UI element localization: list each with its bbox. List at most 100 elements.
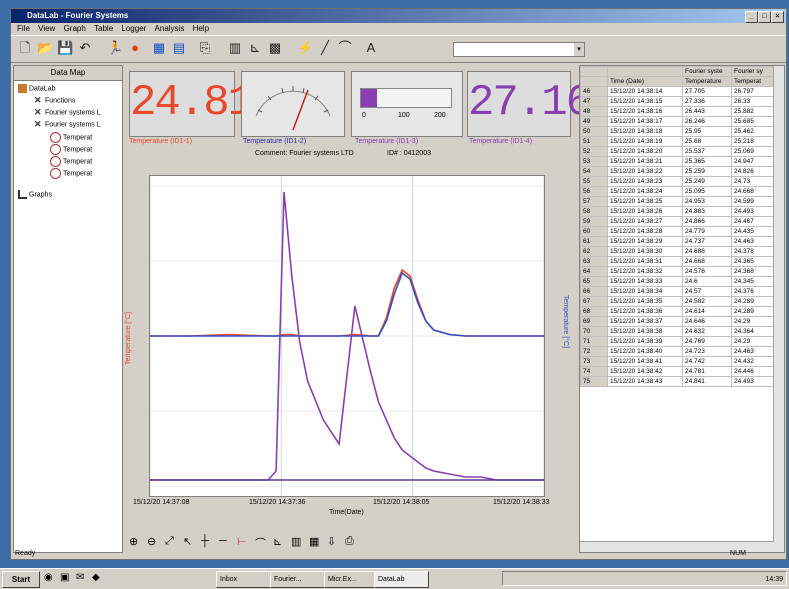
table-cell[interactable]: 15/12/20 14:38:43	[607, 376, 683, 387]
row-number[interactable]: 58	[580, 206, 608, 217]
table-cell[interactable]: 25.259	[682, 166, 732, 177]
table-header[interactable]: Fourier syste	[682, 66, 732, 77]
row-number[interactable]: 63	[580, 256, 608, 267]
row-number[interactable]: 50	[580, 126, 608, 137]
table-row[interactable]: 67 15/12/20 14:38:35 24.582 24.289	[580, 296, 781, 307]
print-icon[interactable]: ⎙	[345, 535, 354, 547]
zoom-fit-icon[interactable]: ⤢	[165, 535, 174, 547]
undo-icon[interactable]: ↶	[79, 40, 91, 55]
row-number[interactable]: 66	[580, 286, 608, 297]
table-header[interactable]: Time (Date)	[607, 76, 683, 87]
analog-gauge[interactable]	[241, 71, 345, 137]
row-number[interactable]: 68	[580, 306, 608, 317]
text-icon[interactable]: A	[366, 40, 376, 55]
table-row[interactable]: 64 15/12/20 14:38:32 24.576 24.368	[580, 266, 781, 277]
graph-plot-area[interactable]	[149, 175, 545, 497]
task-button[interactable]: Fourier...	[270, 571, 325, 588]
table-row[interactable]: 55 15/12/20 14:38:23 25.249 24.73	[580, 176, 781, 187]
menu-view[interactable]: View	[38, 24, 56, 33]
table-row[interactable]: 74 15/12/20 14:38:42 24.781 24.446	[580, 366, 781, 377]
table-row[interactable]: 63 15/12/20 14:38:31 24.668 24.365	[580, 256, 781, 267]
quicklaunch-icon[interactable]: ✉	[76, 572, 85, 583]
table-cell[interactable]: 15/12/20 14:38:30	[607, 246, 683, 257]
table-cell[interactable]: 15/12/20 14:38:21	[607, 156, 683, 167]
export-icon[interactable]: ⇩	[327, 536, 337, 548]
table-cell[interactable]: 24.57	[682, 286, 732, 297]
digital-display-2[interactable]: 27.16	[467, 71, 592, 137]
row-number[interactable]: 75	[580, 376, 608, 387]
logger-icon[interactable]: ▦	[152, 40, 166, 55]
tree-item-logger-1[interactable]: ✕ Fourier systems L	[34, 107, 101, 117]
table-cell[interactable]: 15/12/20 14:38:40	[607, 346, 683, 357]
save-icon[interactable]: 💾	[57, 40, 74, 55]
table-row[interactable]: 50 15/12/20 14:38:18 25.95 25.462	[580, 126, 781, 137]
table-cell[interactable]: 15/12/20 14:38:41	[607, 356, 683, 367]
table-cell[interactable]: 25.365	[682, 156, 732, 167]
table-row[interactable]: 66 15/12/20 14:38:34 24.57 24.376	[580, 286, 781, 297]
table-cell[interactable]: 27.705	[682, 86, 732, 97]
table-row[interactable]: 61 15/12/20 14:38:29 24.737 24.463	[580, 236, 781, 247]
table-row[interactable]: 52 15/12/20 14:38:20 25.537 25.069	[580, 146, 781, 157]
table-cell[interactable]: 24.668	[682, 256, 732, 267]
bars-icon[interactable]: ▥	[291, 536, 302, 548]
clock[interactable]: 14:39	[765, 576, 783, 583]
axis-icon[interactable]: ⊾	[273, 536, 283, 548]
table-row[interactable]: 62 15/12/20 14:38:30 24.688 24.378	[580, 246, 781, 257]
grid-icon[interactable]: ▦	[309, 536, 320, 548]
table-row[interactable]: 59 15/12/20 14:38:27 24.866 24.467	[580, 216, 781, 227]
table-cell[interactable]: 24.688	[682, 246, 732, 257]
record-icon[interactable]: ●	[131, 40, 139, 55]
table-row[interactable]: 49 15/12/20 14:38:17 26.246 25.685	[580, 116, 781, 127]
table-row[interactable]: 65 15/12/20 14:38:33 24.6 24.345	[580, 276, 781, 287]
new-file-icon[interactable]: 🗋	[19, 40, 31, 55]
menu-file[interactable]: File	[17, 24, 30, 33]
row-number[interactable]: 55	[580, 176, 608, 187]
tree-item-sensor-4[interactable]: Temperat	[50, 168, 92, 179]
table-cell[interactable]: 25.249	[682, 176, 732, 187]
tree-item-datalab[interactable]: DataLab	[18, 84, 55, 93]
task-button[interactable]: Inbox	[216, 571, 271, 588]
table-row[interactable]: 54 15/12/20 14:38:22 25.259 24.826	[580, 166, 781, 177]
minimize-button[interactable]: _	[745, 11, 758, 23]
table-row[interactable]: 69 15/12/20 14:38:37 24.646 24.29	[580, 316, 781, 327]
menu-graph[interactable]: Graph	[63, 24, 86, 33]
marker-icon[interactable]: ⊢	[237, 536, 247, 548]
row-number[interactable]: 57	[580, 196, 608, 207]
crosshair-icon[interactable]: ┼	[201, 535, 209, 547]
table-cell[interactable]: 15/12/20 14:38:17	[607, 116, 683, 127]
row-number[interactable]: 64	[580, 266, 608, 277]
table-cell[interactable]: 15/12/20 14:38:38	[607, 326, 683, 337]
menu-analysis[interactable]: Analysis	[154, 24, 185, 33]
table-cell[interactable]: 15/12/20 14:38:32	[607, 266, 683, 277]
row-number[interactable]: 71	[580, 336, 608, 347]
quicklaunch-icon[interactable]: ◉	[44, 572, 53, 583]
table-cell[interactable]: 15/12/20 14:38:23	[607, 176, 683, 187]
zoom-out-icon[interactable]: ⊖	[147, 536, 157, 548]
table-cell[interactable]: 15/12/20 14:38:28	[607, 226, 683, 237]
row-number[interactable]: 54	[580, 166, 608, 177]
table-cell[interactable]: 24.769	[682, 336, 732, 347]
row-number[interactable]: 51	[580, 136, 608, 147]
table-cell[interactable]: 24.841	[682, 376, 732, 387]
tree-item-logger-2[interactable]: ✕ Fourier systems L	[34, 119, 101, 129]
table-cell[interactable]: 15/12/20 14:38:24	[607, 186, 683, 197]
table-row[interactable]: 68 15/12/20 14:38:36 24.614 24.289	[580, 306, 781, 317]
toolbar-combo[interactable]: ▾	[453, 42, 585, 57]
table-cell[interactable]: 24.866	[682, 216, 732, 227]
menu-logger[interactable]: Logger	[121, 24, 147, 33]
quicklaunch-icon[interactable]: ◆	[92, 572, 100, 583]
table-cell[interactable]: 15/12/20 14:38:15	[607, 96, 683, 107]
table-cell[interactable]: 27.336	[682, 96, 732, 107]
curve-icon[interactable]: ⌒	[338, 40, 352, 55]
table-cell[interactable]: 24.582	[682, 296, 732, 307]
table-cell[interactable]: 24.953	[682, 196, 732, 207]
table-cell[interactable]: 24.6	[682, 276, 732, 287]
download-icon[interactable]: ▤	[172, 40, 186, 55]
graph-icon[interactable]: ⊾	[249, 40, 261, 55]
table-cell[interactable]: 24.737	[682, 236, 732, 247]
table-cell[interactable]: 15/12/20 14:38:14	[607, 86, 683, 97]
table-cell[interactable]: 15/12/20 14:38:27	[607, 216, 683, 227]
table-cell[interactable]: 15/12/20 14:38:42	[607, 366, 683, 377]
table-cell[interactable]: 25.95	[682, 126, 732, 137]
horizontal-scrollbar[interactable]	[580, 541, 774, 552]
